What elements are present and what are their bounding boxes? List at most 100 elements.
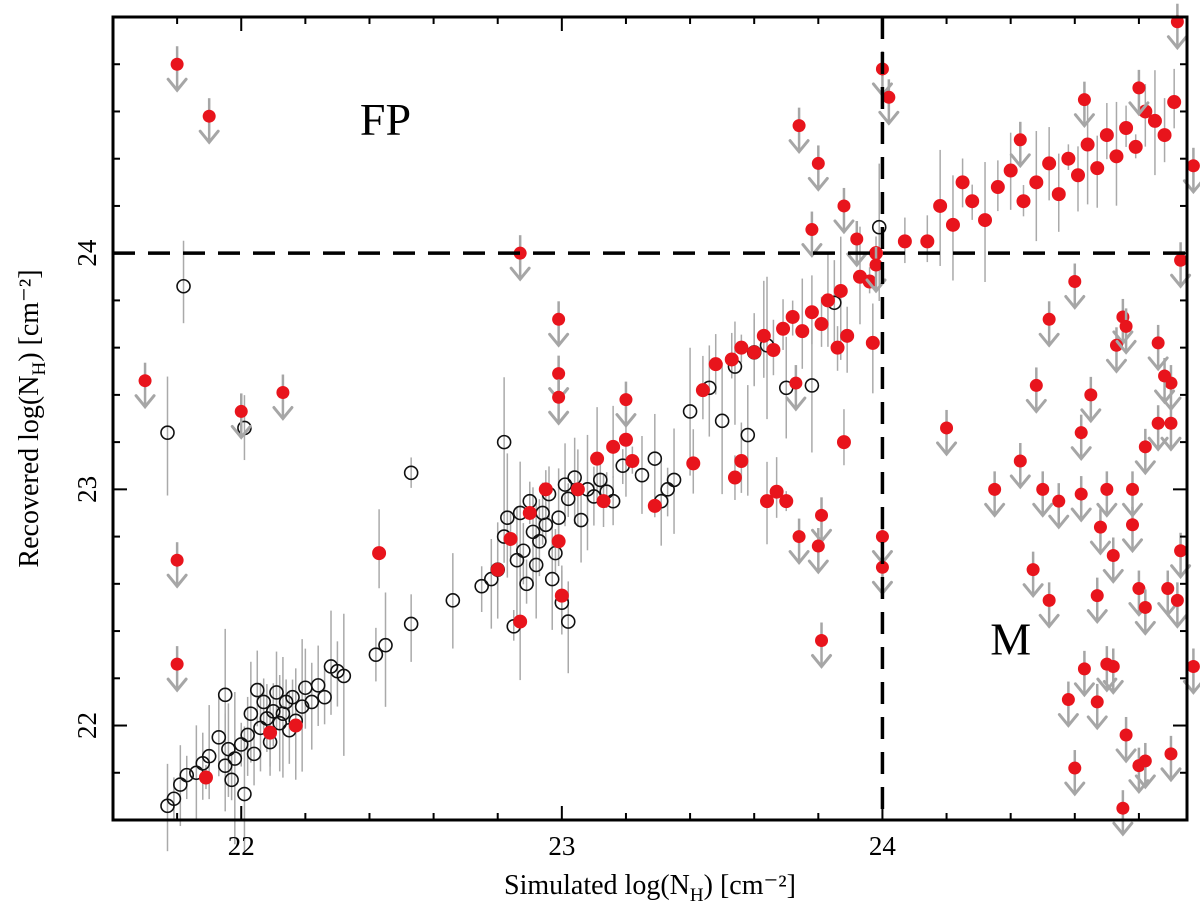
limit-arrow-head (785, 396, 807, 412)
limit-arrow-head (1025, 398, 1047, 414)
limit-arrow-head (1009, 153, 1031, 169)
upper-limit-marker (875, 530, 889, 544)
open-circle-point (166, 791, 182, 807)
upper-limit-marker (1029, 378, 1043, 392)
upper-limit-marker (837, 199, 851, 213)
limit-arrow-head (1134, 460, 1156, 476)
upper-limit-point (1070, 476, 1092, 523)
reference-lines (113, 17, 1187, 820)
upper-limit-marker (1132, 81, 1146, 95)
x-tick-label: 23 (548, 831, 575, 861)
upper-limit-marker (1106, 659, 1120, 673)
upper-limit-point (1064, 263, 1086, 310)
upper-limit-point (1009, 121, 1031, 169)
detection-point (804, 305, 819, 320)
detection-point (734, 340, 749, 355)
upper-limit-point (1154, 357, 1176, 405)
detection-point (830, 340, 845, 355)
y-tick-label: 24 (72, 239, 102, 266)
upper-limit-point (1064, 750, 1086, 797)
upper-limit-point (134, 362, 156, 410)
open-circle-point (285, 689, 300, 705)
upper-limit-point (1105, 327, 1127, 374)
limit-arrow-head (1102, 679, 1124, 695)
open-circle-point (310, 678, 326, 693)
upper-limit-marker (1125, 518, 1139, 532)
upper-limit-point (1166, 582, 1188, 629)
detection-point (747, 345, 762, 360)
limit-arrow-head (1070, 446, 1092, 462)
upper-limit-marker (1158, 369, 1172, 383)
upper-limit-point (811, 622, 833, 669)
detection-point (840, 328, 855, 343)
upper-limit-point (548, 301, 570, 348)
open-circle-point (560, 491, 576, 507)
upper-limit-marker (1119, 319, 1133, 333)
limit-arrow-head (166, 573, 188, 589)
upper-limit-marker (1161, 582, 1175, 596)
upper-limit-point (846, 221, 868, 268)
detection-point (1167, 95, 1182, 110)
limit-arrow-head (936, 441, 958, 457)
limit-arrow-head (1105, 358, 1127, 374)
open-circle-point (474, 578, 489, 594)
upper-limit-point (1057, 681, 1079, 728)
detection-point (1016, 194, 1031, 209)
limit-arrow-head (134, 394, 156, 410)
open-circle-point (217, 758, 233, 773)
detection-point (596, 494, 611, 509)
detection-point (1003, 163, 1018, 178)
limit-arrow-head (811, 654, 833, 669)
detection-point (865, 335, 880, 350)
detection-point (990, 180, 1005, 195)
open-circle-point (179, 767, 195, 783)
upper-limit-marker (815, 508, 829, 522)
open-circle-point (634, 467, 650, 483)
limit-arrow-head (272, 406, 294, 421)
detection-point (513, 614, 528, 629)
detection-point (756, 328, 771, 343)
upper-limit-point (807, 145, 829, 192)
detection-point (1070, 168, 1085, 183)
open-circle-point (246, 746, 262, 762)
upper-limit-point (1166, 3, 1188, 51)
open-circle-point (740, 427, 756, 443)
upper-limit-marker (1042, 593, 1056, 607)
upper-limit-marker (1138, 440, 1152, 454)
detection-point (814, 317, 829, 332)
upper-limit-marker (552, 390, 566, 404)
detection-point (503, 531, 518, 546)
open-circle-point (500, 510, 515, 525)
detection-point (1099, 128, 1114, 143)
upper-limit-point (1115, 308, 1137, 355)
upper-limit-point (272, 374, 294, 421)
limit-arrow-head (548, 410, 570, 426)
upper-limit-marker (1093, 520, 1107, 534)
plot-marks (134, 3, 1200, 855)
limit-arrow-head (1009, 474, 1031, 490)
detection-point (920, 234, 935, 249)
upper-limit-marker (1132, 582, 1146, 596)
open-circle-point (403, 465, 419, 481)
upper-limit-point (1038, 582, 1060, 629)
limit-arrow-head (1134, 620, 1156, 636)
upper-limit-point (878, 79, 900, 126)
open-circle-point (243, 706, 259, 722)
upper-limit-marker (792, 119, 806, 133)
detection-point (1051, 187, 1066, 202)
upper-limit-point (1086, 683, 1108, 731)
upper-limit-point (548, 379, 570, 426)
limit-arrow-head (548, 332, 570, 348)
upper-limit-point (1157, 570, 1179, 617)
upper-limit-point (807, 528, 829, 575)
upper-limit-point (1160, 735, 1182, 783)
upper-limit-point (1102, 648, 1124, 695)
upper-limit-marker (138, 374, 152, 388)
upper-limit-marker (513, 246, 527, 260)
detection-point (785, 309, 800, 324)
upper-limit-marker (988, 482, 1002, 496)
upper-limit-marker (1164, 747, 1178, 761)
upper-limit-marker (1013, 454, 1027, 468)
limit-arrow-head (1080, 408, 1102, 424)
open-circle-point (647, 451, 663, 466)
